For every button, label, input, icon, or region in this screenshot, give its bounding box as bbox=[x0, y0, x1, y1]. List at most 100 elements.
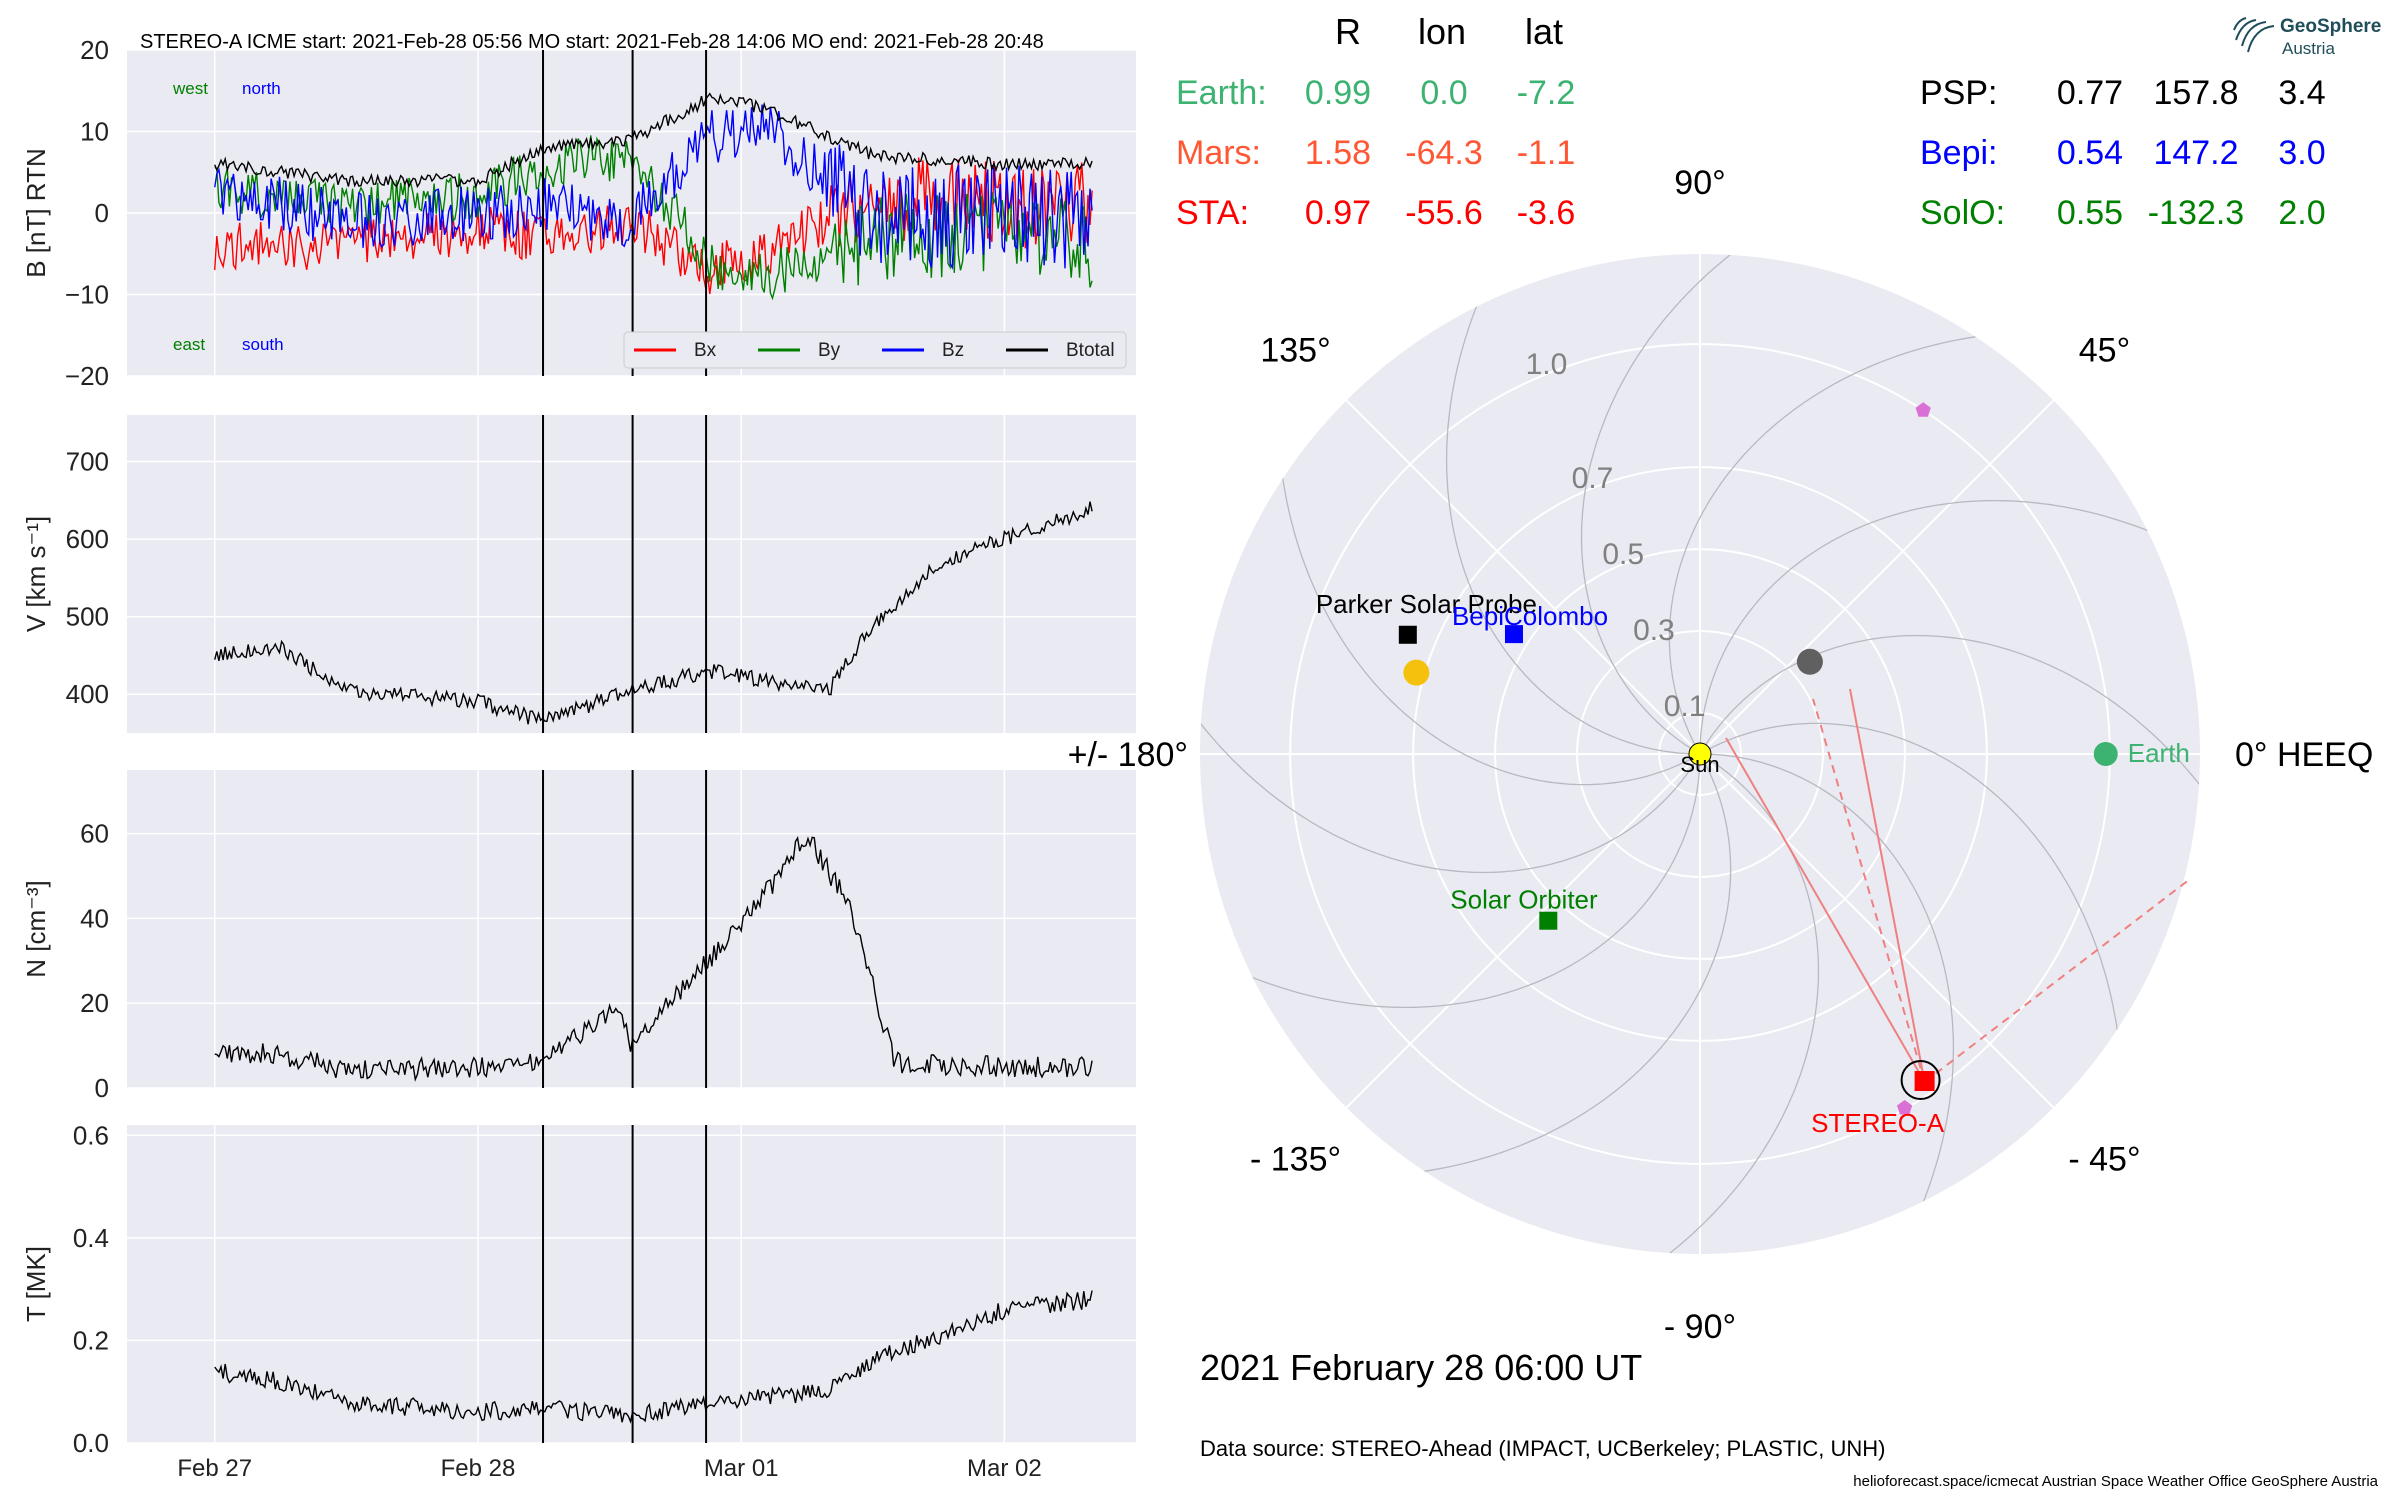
y-tick-label: 0 bbox=[95, 198, 109, 228]
logo-icon bbox=[2233, 17, 2275, 53]
legend-bz: Bz bbox=[942, 340, 964, 361]
row-lat: 3.4 bbox=[2278, 74, 2325, 112]
angle-label: 135° bbox=[1260, 332, 1330, 370]
angular-gridline bbox=[1345, 753, 1701, 1109]
venus-marker bbox=[1403, 659, 1430, 686]
row-r: 0.55 bbox=[2057, 194, 2123, 232]
sta-ring bbox=[1900, 1060, 1941, 1101]
series-line-bz bbox=[214, 104, 1093, 270]
angle-label: 90° bbox=[1674, 164, 1725, 202]
y-tick-label: −20 bbox=[65, 361, 109, 391]
sun-label: Sun bbox=[1680, 752, 1719, 777]
earth-marker bbox=[2093, 742, 2118, 766]
series-line-btotal bbox=[214, 92, 1093, 190]
x-tick-label: Mar 02 bbox=[967, 1455, 1042, 1482]
logo-line1: GeoSphere bbox=[2280, 16, 2381, 37]
y-tick-label: 0.6 bbox=[73, 1120, 109, 1150]
radial-tick-label: 0.5 bbox=[1602, 538, 1644, 571]
panel-temperature: 0.6 0.4 0.2 0.0 T [MK] bbox=[21, 1120, 1136, 1458]
event-header: STEREO-A ICME start: 2021-Feb-28 05:56 M… bbox=[140, 31, 1044, 53]
parker-spiral-line bbox=[1699, 634, 2200, 1013]
series-line-value bbox=[214, 835, 1093, 1082]
series-line-by bbox=[214, 135, 1093, 301]
row-name: Earth: bbox=[1176, 74, 1267, 112]
parker-spiral-line bbox=[1200, 754, 1701, 1009]
angular-gridline bbox=[1345, 399, 1701, 755]
row-lat: -1.1 bbox=[1517, 134, 1576, 172]
label-west: west bbox=[172, 79, 208, 98]
x-tick-label: Feb 27 bbox=[177, 1455, 252, 1482]
parker-spiral-line bbox=[1200, 495, 1701, 874]
y-axis-label: V [km s⁻¹] bbox=[21, 516, 51, 632]
parker-spiral-line bbox=[1700, 753, 1955, 1254]
polar-position-plot: 0.1 0.3 0.5 0.7 1.0 0° HEEQ 45° 90° 135° +/- 180°… bbox=[1068, 164, 2374, 1346]
panel-magnetic-field: 20 10 0 −10 −20 B [nT] RTN bbox=[21, 35, 1136, 391]
connection-line bbox=[1849, 688, 1926, 1083]
solo-label: Solar Orbiter bbox=[1450, 885, 1598, 915]
radial-tick-label: 0.3 bbox=[1633, 614, 1675, 647]
position-table: R lon lat Earth: 0.99 0.0 -7.2 Mars: 1.58 -64.… bbox=[1176, 11, 2326, 232]
y-tick-label: 10 bbox=[80, 117, 109, 147]
angle-label: - 135° bbox=[1250, 1140, 1341, 1178]
row-lat: -7.2 bbox=[1517, 74, 1576, 112]
parker-spiral-line bbox=[1699, 499, 2200, 754]
sta-label: STEREO-A bbox=[1811, 1108, 1945, 1138]
sun-marker bbox=[1688, 742, 1712, 766]
series-line-value bbox=[214, 1290, 1093, 1424]
x-tick-label: Feb 28 bbox=[441, 1455, 516, 1482]
y-tick-label: 0.2 bbox=[73, 1325, 109, 1355]
panel-speed: 700 600 500 400 V [km s⁻¹] bbox=[21, 415, 1136, 733]
y-tick-label: 40 bbox=[80, 903, 109, 933]
angle-label: +/- 180° bbox=[1068, 736, 1188, 774]
y-tick-label: 0 bbox=[95, 1073, 109, 1103]
row-r: 0.77 bbox=[2057, 74, 2123, 112]
header-lon: lon bbox=[1418, 11, 1466, 52]
row-lon: 157.8 bbox=[2153, 74, 2238, 112]
row-r: 0.54 bbox=[2057, 134, 2123, 172]
bepi-marker bbox=[1504, 625, 1523, 644]
angular-gridline bbox=[1699, 753, 2055, 1109]
radial-tick-label: 0.1 bbox=[1664, 690, 1706, 723]
legend-btotal: Btotal bbox=[1066, 340, 1115, 361]
footer-text: helioforecast.space/icmecat Austrian Spa… bbox=[1853, 1473, 2378, 1490]
connection-line-dashed bbox=[1812, 698, 1926, 1083]
y-tick-label: 60 bbox=[80, 819, 109, 849]
angle-label: - 45° bbox=[2068, 1140, 2140, 1178]
connection-line bbox=[1725, 737, 1926, 1083]
label-north: north bbox=[242, 79, 281, 98]
source-text: Data source: STEREO-Ahead (IMPACT, UCBer… bbox=[1200, 1436, 1885, 1461]
row-lon: -132.3 bbox=[2148, 194, 2244, 232]
row-lon: 147.2 bbox=[2153, 134, 2238, 172]
b-legend: Bx By Bz Btotal bbox=[623, 331, 1127, 369]
label-south: south bbox=[242, 335, 284, 354]
date-text: 2021 February 28 06:00 UT bbox=[1200, 1347, 1642, 1388]
panel-background bbox=[127, 415, 1136, 733]
row-lat: 3.0 bbox=[2278, 134, 2325, 172]
y-axis-label: N [cm⁻³] bbox=[21, 880, 51, 978]
y-tick-label: 20 bbox=[80, 988, 109, 1018]
header-lat: lat bbox=[1525, 11, 1563, 52]
x-tick-label: Mar 01 bbox=[704, 1455, 779, 1482]
earth-label: Earth bbox=[2128, 738, 2190, 768]
angle-label: 45° bbox=[2079, 332, 2130, 370]
row-r: 1.58 bbox=[1305, 134, 1371, 172]
legend-bx: Bx bbox=[694, 340, 717, 361]
parker-spiral-line bbox=[1445, 254, 1700, 755]
logo-line2: Austria bbox=[2282, 39, 2335, 58]
psp-label: Parker Solar Probe bbox=[1316, 589, 1537, 619]
row-name: PSP: bbox=[1920, 74, 1997, 112]
parker-spiral-line bbox=[1580, 254, 1959, 755]
row-r: 0.99 bbox=[1305, 74, 1371, 112]
y-tick-label: 0.0 bbox=[73, 1428, 109, 1458]
angle-label: - 90° bbox=[1664, 1308, 1736, 1346]
y-axis-label: T [MK] bbox=[21, 1246, 51, 1322]
y-tick-label: 20 bbox=[80, 35, 109, 65]
y-tick-label: 0.4 bbox=[73, 1223, 109, 1253]
row-lat: 2.0 bbox=[2278, 194, 2325, 232]
row-name: SolO: bbox=[1920, 194, 2005, 232]
label-east: east bbox=[173, 335, 205, 354]
row-lon: 0.0 bbox=[1420, 74, 1467, 112]
row-r: 0.97 bbox=[1305, 194, 1371, 232]
